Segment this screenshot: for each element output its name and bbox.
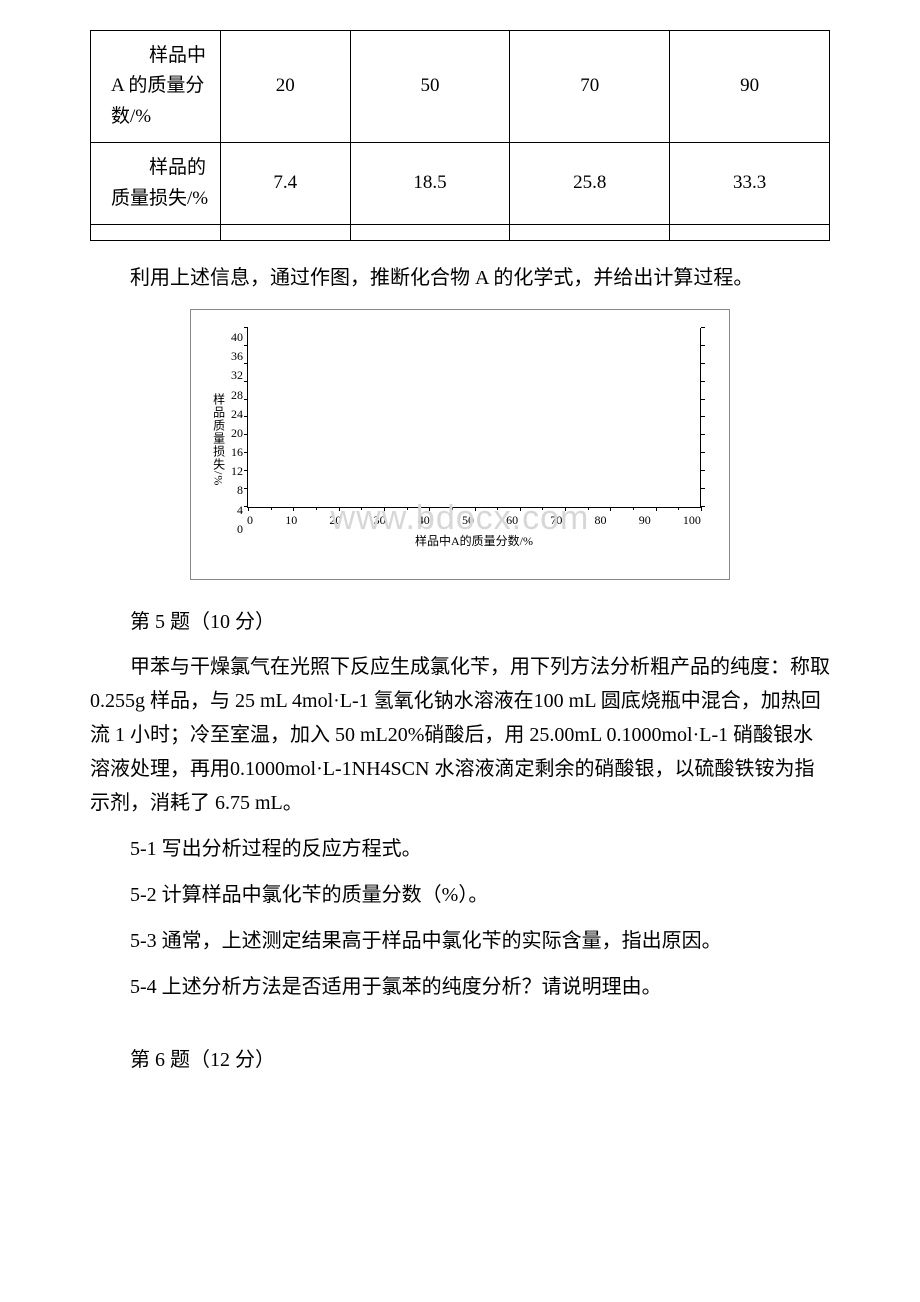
- row-label: 样品中A 的质量分数/%: [91, 31, 221, 143]
- x-tick-label: 80: [595, 511, 607, 530]
- table-row: 样品的质量损失/% 7.4 18.5 25.8 33.3: [91, 143, 830, 225]
- x-tick-label: 60: [506, 511, 518, 530]
- x-tick-label: 40: [418, 511, 430, 530]
- chart-ylabel: 样品质量损失/%: [208, 393, 227, 486]
- y-tick-label: 40: [231, 328, 243, 347]
- x-tick-label: 50: [462, 511, 474, 530]
- intro-paragraph: 利用上述信息，通过作图，推断化合物 A 的化学式，并给出计算过程。: [90, 261, 830, 295]
- x-tick-label: 30: [374, 511, 386, 530]
- y-tick-label: 28: [231, 386, 243, 405]
- question-5-4: 5-4 上述分析方法是否适用于氯苯的纯度分析？请说明理由。: [90, 970, 830, 1004]
- question-5-2: 5-2 计算样品中氯化苄的质量分数（%）。: [90, 878, 830, 912]
- x-tick-label: 90: [639, 511, 651, 530]
- x-tick-label: 0: [247, 511, 253, 530]
- x-tick-label: 70: [550, 511, 562, 530]
- x-tick-label: 20: [329, 511, 341, 530]
- y-tick-label: 16: [231, 443, 243, 462]
- y-tick-label: 24: [231, 405, 243, 424]
- table-cell: 25.8: [510, 143, 670, 225]
- x-tick-label: 10: [285, 511, 297, 530]
- table-cell: 18.5: [350, 143, 510, 225]
- x-tick-label: 100: [683, 511, 701, 530]
- table-cell: 50: [350, 31, 510, 143]
- chart-x-ticks: 0 10 20 30 40 50 60 70 80 90 100: [247, 511, 701, 530]
- table-cell: 33.3: [670, 143, 830, 225]
- y-tick-label: 36: [231, 347, 243, 366]
- question-5-body: 甲苯与干燥氯气在光照下反应生成氯化苄，用下列方法分析粗产品的纯度：称取 0.25…: [90, 650, 830, 820]
- question-5-3: 5-3 通常，上述测定结果高于样品中氯化苄的实际含量，指出原因。: [90, 924, 830, 958]
- right-axis: [700, 328, 701, 507]
- table-cell: 90: [670, 31, 830, 143]
- y-tick-label: 12: [231, 462, 243, 481]
- y-tick-label: 8: [237, 481, 243, 500]
- y-tick-label: 20: [231, 424, 243, 443]
- chart-y-ticks: 40 36 32 28 24 20 16 12 8 4 0: [231, 328, 247, 508]
- data-table: 样品中A 的质量分数/% 20 50 70 90 样品的质量损失/% 7.4 1…: [90, 30, 830, 241]
- table-cell: 70: [510, 31, 670, 143]
- y-tick-label: 4: [237, 501, 243, 520]
- table-row-empty: [91, 224, 830, 240]
- table-cell: 7.4: [221, 143, 351, 225]
- y-tick-label: 0: [237, 520, 243, 539]
- table-cell: 20: [221, 31, 351, 143]
- blank-chart: 样品质量损失/% 40 36 32 28 24 20 16 12 8 4 0 0…: [190, 309, 730, 580]
- question-5-heading: 第 5 题（10 分）: [90, 606, 830, 638]
- row-label: 样品的质量损失/%: [91, 143, 221, 225]
- table-row: 样品中A 的质量分数/% 20 50 70 90: [91, 31, 830, 143]
- y-tick-label: 32: [231, 366, 243, 385]
- question-6-heading: 第 6 题（12 分）: [90, 1044, 830, 1076]
- plot-area: [247, 328, 701, 508]
- question-5-1: 5-1 写出分析过程的反应方程式。: [90, 832, 830, 866]
- chart-xlabel: 样品中A的质量分数/%: [247, 532, 701, 551]
